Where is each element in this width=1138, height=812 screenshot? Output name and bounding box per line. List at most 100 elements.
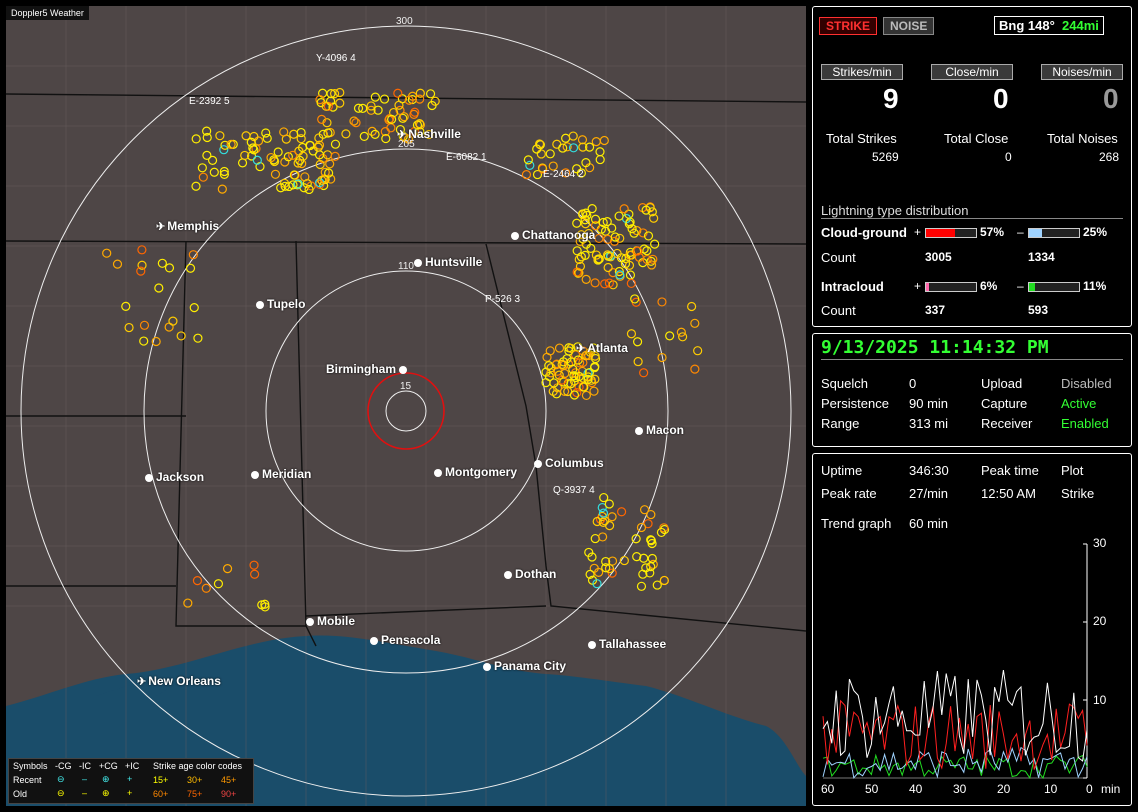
- storm-tag[interactable]: E-2464 2: [543, 169, 584, 180]
- uptime-label: Uptime: [821, 463, 863, 478]
- strike-marker: [201, 583, 211, 593]
- strike-marker: [604, 278, 614, 288]
- strike-marker: [366, 105, 376, 115]
- strike-marker: [578, 142, 588, 152]
- city-nashville[interactable]: ✈ Nashville: [397, 127, 461, 141]
- strike-marker: [595, 147, 605, 157]
- storm-tag[interactable]: P-526 3: [485, 294, 521, 305]
- city-pensacola[interactable]: Pensacola: [370, 633, 440, 647]
- storm-tag[interactable]: Y-4096 4: [316, 53, 356, 64]
- strike-marker: [650, 239, 660, 249]
- noise-button[interactable]: NOISE: [883, 17, 935, 35]
- city-birmingham[interactable]: Birmingham: [326, 362, 410, 376]
- city-dot-icon: [399, 366, 408, 374]
- strike-marker: [253, 136, 264, 146]
- total-close-label: Total Close: [944, 131, 1009, 146]
- strike-marker: [246, 137, 256, 147]
- city-macon[interactable]: Macon: [635, 423, 684, 437]
- strike-marker: [319, 174, 329, 184]
- city-atlanta[interactable]: ✈ Atlanta: [576, 341, 628, 355]
- legend-header: +IC: [125, 761, 140, 771]
- city-montgomery[interactable]: Montgomery: [434, 465, 517, 479]
- strike-marker: [636, 522, 647, 533]
- city-dothan[interactable]: Dothan: [504, 567, 556, 581]
- city-jackson[interactable]: Jackson: [145, 470, 204, 484]
- strike-marker: [678, 332, 688, 342]
- strike-marker: [657, 297, 667, 307]
- total-close-value: 0: [1005, 150, 1012, 164]
- x-tick-label: 50: [865, 782, 879, 796]
- strike-marker: [151, 336, 161, 347]
- strike-marker: [399, 112, 409, 122]
- city-columbus[interactable]: Columbus: [534, 456, 604, 470]
- strike-marker: [598, 517, 608, 527]
- strike-marker: [566, 343, 576, 353]
- strike-marker: [580, 215, 590, 225]
- lightning-map[interactable]: Doppler5 Weather 300 205 110 15 ✈ Nashvil…: [6, 6, 806, 806]
- strike-marker: [557, 359, 567, 370]
- city-new-orleans[interactable]: ✈ New Orleans: [137, 674, 221, 688]
- trend-cg-positive-line: [822, 699, 1088, 770]
- city-huntsville[interactable]: Huntsville: [414, 255, 482, 269]
- strikes-per-min-value: 9: [883, 83, 899, 114]
- legend-header: +CG: [99, 761, 118, 771]
- strike-marker: [305, 140, 315, 150]
- strike-marker: [545, 149, 555, 159]
- peak-time-value: 12:50 AM: [981, 486, 1036, 501]
- strike-marker: [581, 390, 592, 401]
- close-per-min-value: 0: [993, 83, 1009, 114]
- age-code: 15+: [153, 775, 169, 785]
- strike-marker: [359, 131, 369, 142]
- receiver-value: Enabled: [1061, 416, 1109, 431]
- strike-marker: [602, 217, 612, 227]
- strike-marker: [562, 142, 572, 152]
- city-panama-city[interactable]: Panama City: [483, 659, 566, 673]
- strike-marker: [587, 203, 597, 214]
- city-chattanooga[interactable]: Chattanooga: [511, 228, 595, 242]
- strike-marker: [676, 327, 686, 337]
- city-meridian[interactable]: Meridian: [251, 467, 311, 481]
- strike-marker: [607, 512, 617, 522]
- strike-marker: [614, 211, 624, 221]
- storm-tag[interactable]: E-2392 5: [189, 96, 230, 107]
- storm-tag[interactable]: Q-3937 4: [553, 485, 595, 496]
- receiver-label: Receiver: [981, 416, 1033, 431]
- strike-marker: [652, 580, 662, 590]
- strike-marker: [646, 260, 657, 270]
- plus-cg-recent-icon: ⊕: [102, 774, 110, 784]
- strike-marker: [395, 105, 405, 116]
- strike-marker: [139, 336, 149, 346]
- strike-marker: [604, 564, 615, 574]
- range-label: Range: [821, 416, 860, 431]
- strike-marker: [137, 260, 147, 270]
- strike-marker: [314, 140, 325, 150]
- strike-marker: [633, 356, 643, 367]
- strike-marker: [213, 579, 224, 589]
- strike-marker: [296, 134, 306, 144]
- strike-marker: [283, 152, 293, 162]
- strike-marker: [639, 244, 649, 254]
- strike-marker: [273, 147, 283, 157]
- distribution-divider: [821, 218, 1123, 219]
- city-mobile[interactable]: Mobile: [306, 614, 355, 628]
- strike-marker: [217, 184, 227, 194]
- strike-marker: [574, 382, 584, 392]
- age-code: 30+: [187, 775, 203, 785]
- cg-plus-sign: +: [914, 225, 922, 239]
- city-dot-icon: [588, 641, 596, 649]
- city-memphis[interactable]: ✈ Memphis: [156, 219, 220, 233]
- plot-value[interactable]: Strike: [1061, 486, 1095, 501]
- strike-marker: [645, 568, 655, 578]
- range-ring-label: 15: [400, 381, 412, 392]
- strike-marker: [631, 534, 641, 544]
- strike-marker: [633, 246, 643, 256]
- strike-button[interactable]: STRIKE: [819, 17, 878, 35]
- storm-tag[interactable]: E-6082 1: [446, 152, 487, 163]
- strike-marker: [619, 204, 629, 214]
- strike-marker: [124, 322, 134, 333]
- city-tupelo[interactable]: Tupelo: [256, 297, 305, 311]
- city-tallahassee[interactable]: Tallahassee: [588, 637, 666, 651]
- strike-marker: [638, 228, 648, 238]
- city-dot-icon: [145, 474, 153, 482]
- x-unit-label: min: [1101, 782, 1121, 796]
